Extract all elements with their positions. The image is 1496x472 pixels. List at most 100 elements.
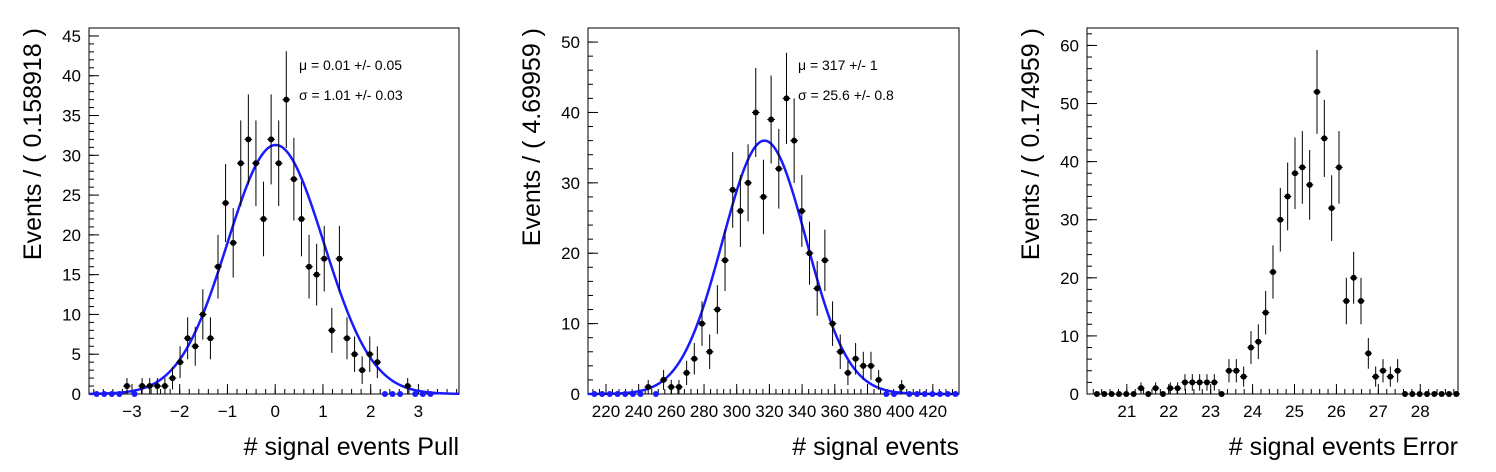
data-point (1239, 366, 1248, 387)
marker (1145, 391, 1152, 397)
data-point (1247, 331, 1255, 364)
data-point (1327, 175, 1336, 241)
data-point (844, 360, 852, 386)
y-tick-label: 20 (1060, 269, 1079, 288)
x-axis-title: # signal events Error (1229, 433, 1458, 461)
data-point (675, 379, 683, 394)
fit-stat-label: μ = 0.01 +/- 0.05 (299, 57, 402, 73)
data-point (1379, 359, 1387, 383)
data-point (320, 225, 329, 292)
data-point (890, 391, 898, 397)
data-point (605, 391, 614, 397)
x-tick-label: 320 (755, 402, 783, 421)
marker (1255, 338, 1262, 345)
marker (419, 391, 426, 397)
data-point (214, 234, 222, 299)
data-point (130, 391, 139, 397)
marker (1416, 391, 1423, 397)
data-point (183, 317, 192, 360)
data-point (343, 317, 351, 360)
data-point (1217, 391, 1226, 397)
data-point (290, 137, 298, 221)
data-point (328, 307, 336, 353)
data-point (1100, 391, 1108, 397)
data-point (297, 181, 306, 257)
data-point (913, 391, 921, 397)
chart-panel-3: 0 10 20 30 40 50 60 21 22 23 24 25 26 27 28 # signal ev… (1017, 27, 1461, 461)
marker (867, 362, 874, 369)
data-point (396, 391, 404, 397)
data-point (282, 51, 291, 149)
x-tick-label: −3 (122, 402, 141, 421)
data-point (659, 369, 668, 390)
x-axis-title: # signal events Pull (244, 433, 459, 461)
marker (737, 208, 744, 214)
data-point (644, 379, 653, 394)
data-point (1203, 374, 1211, 391)
marker (1394, 367, 1401, 374)
marker (169, 375, 176, 382)
marker (101, 391, 108, 397)
marker (245, 136, 252, 143)
marker (154, 383, 161, 390)
x-tick-label: 260 (657, 402, 685, 421)
marker (161, 383, 168, 390)
data-point (1115, 391, 1123, 397)
marker (1167, 385, 1174, 392)
data-point (176, 346, 184, 379)
data-points (590, 52, 960, 397)
y-axis-title: Events / ( 4.69959 ) (518, 28, 546, 246)
x-tick-label: 240 (624, 402, 652, 421)
data-point (652, 391, 660, 397)
y-axis-title: Events / ( 0.174959 ) (1017, 28, 1045, 260)
marker (821, 257, 828, 264)
data-point (1394, 359, 1402, 383)
marker (192, 343, 199, 350)
marker (1409, 391, 1416, 397)
data-point (138, 378, 146, 394)
data-point (1423, 391, 1431, 397)
marker (921, 391, 928, 397)
marker (1328, 205, 1335, 212)
marker (321, 255, 328, 262)
data-point (613, 391, 622, 397)
data-point (350, 336, 359, 373)
marker (1233, 367, 1240, 374)
x-tick-label: 24 (1243, 402, 1262, 421)
marker (1313, 88, 1320, 95)
marker (146, 383, 153, 390)
data-point (721, 229, 729, 291)
data-point (267, 94, 275, 185)
data-point (305, 234, 313, 299)
data-point (92, 391, 101, 397)
marker (599, 391, 606, 397)
marker (389, 391, 396, 397)
marker (336, 255, 343, 262)
marker (306, 263, 313, 270)
marker (275, 160, 282, 167)
data-point (1166, 382, 1174, 394)
marker (860, 362, 867, 369)
data-point (244, 94, 253, 185)
marker (116, 391, 123, 397)
marker (883, 391, 890, 397)
marker (775, 165, 782, 172)
data-point (1452, 391, 1461, 397)
marker (1306, 181, 1313, 188)
marker (207, 335, 214, 342)
x-tick-label: 23 (1201, 402, 1220, 421)
data-point (629, 391, 637, 397)
marker (768, 116, 775, 123)
plot-frame (1086, 27, 1459, 395)
marker (914, 391, 921, 397)
x-tick-label: 300 (723, 402, 751, 421)
data-point (1195, 374, 1204, 391)
marker (1196, 379, 1203, 386)
x-tick-label: 400 (886, 402, 914, 421)
data-point (1225, 359, 1233, 383)
marker (427, 391, 434, 397)
marker (591, 391, 598, 397)
marker (629, 391, 636, 397)
y-tick-label: 50 (1060, 95, 1079, 114)
